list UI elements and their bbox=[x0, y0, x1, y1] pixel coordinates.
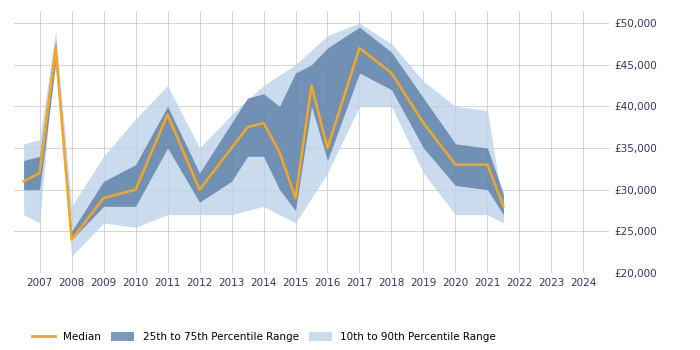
Legend: Median, 25th to 75th Percentile Range, 10th to 90th Percentile Range: Median, 25th to 75th Percentile Range, 1… bbox=[27, 328, 500, 346]
